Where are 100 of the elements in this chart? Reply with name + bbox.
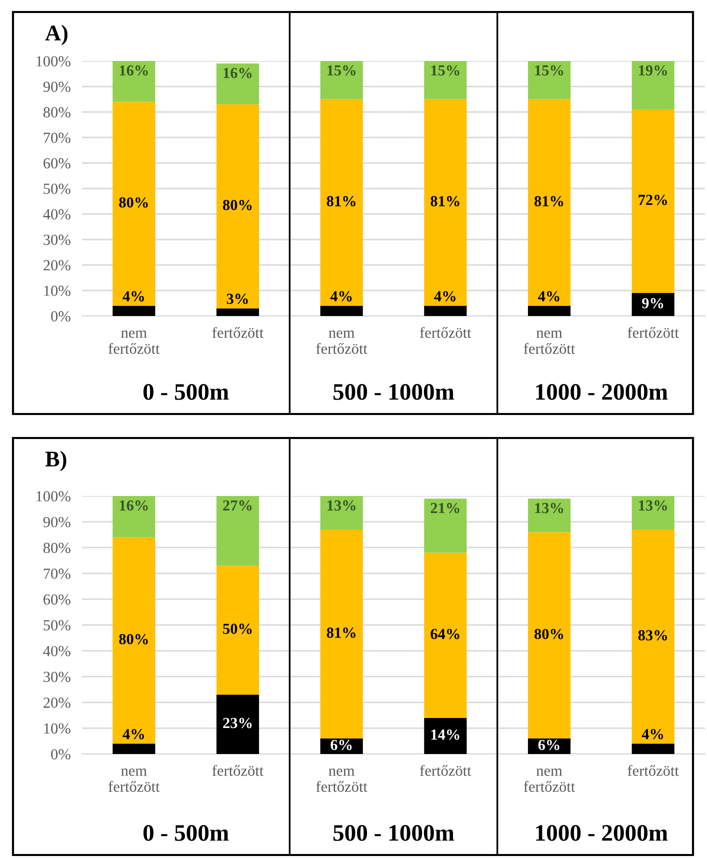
y-tick-label: 50% — [44, 184, 70, 194]
data-label: 23% — [223, 718, 252, 728]
y-tick-label: 70% — [44, 132, 70, 143]
x-tick-label: nem fertőzött — [108, 330, 160, 354]
bar — [528, 532, 571, 739]
data-label: 15% — [328, 65, 356, 76]
x-tick-label: nem fertőzött — [108, 768, 160, 792]
data-label: 16% — [120, 500, 148, 511]
data-label: 6% — [538, 740, 560, 750]
bar — [112, 744, 156, 754]
data-label: 81% — [534, 196, 564, 206]
chart-title: A) — [45, 24, 68, 46]
text: 0 - 500m — [143, 824, 229, 841]
data-label: 80% — [119, 197, 148, 208]
bar — [320, 61, 363, 100]
y-tick-label: 30% — [44, 672, 70, 682]
data-label: 81% — [430, 196, 460, 206]
data-label: 19% — [639, 65, 667, 76]
bar — [632, 109, 674, 294]
data-label: 50% — [223, 624, 252, 634]
y-tick-label: 0% — [51, 311, 70, 322]
text: 500 - 1000m — [333, 824, 454, 841]
data-label: 16% — [224, 68, 252, 78]
bar — [320, 530, 363, 739]
data-label: 6% — [330, 740, 352, 750]
data-label: 15% — [535, 65, 564, 76]
data-label: 13% — [328, 500, 356, 511]
bar — [528, 61, 571, 100]
y-tick-label: 20% — [44, 260, 70, 270]
x-tick-label: fertőzött — [628, 764, 679, 776]
data-label: 13% — [639, 500, 667, 511]
data-label: 15% — [431, 65, 460, 76]
x-tick-label: nem fertőzött — [524, 768, 576, 792]
bar — [112, 496, 156, 538]
y-tick-label: 40% — [43, 209, 70, 220]
y-tick-label: 30% — [44, 234, 70, 245]
chart-title: B) — [45, 450, 66, 472]
bar — [424, 99, 467, 306]
bar — [528, 306, 571, 316]
bar — [528, 99, 571, 306]
bar — [632, 530, 674, 744]
y-tick-label: 100% — [36, 56, 70, 66]
bar — [320, 306, 363, 316]
bar — [424, 498, 467, 553]
data-label: 16% — [120, 65, 148, 76]
x-tick-label: nem fertőzött — [316, 768, 368, 792]
text: 1000 - 2000m — [536, 384, 668, 400]
data-label: 9% — [642, 298, 664, 308]
data-label: 4% — [538, 291, 560, 302]
text: 500 - 1000m — [333, 384, 454, 400]
bar — [112, 102, 156, 306]
text: 1000 - 2000m — [536, 824, 668, 841]
y-tick-label: 60% — [44, 594, 70, 605]
data-label: 83% — [638, 630, 667, 640]
bar — [424, 306, 467, 316]
data-label: 80% — [534, 628, 564, 640]
bar — [320, 99, 363, 306]
data-label: 4% — [122, 728, 144, 740]
y-tick-label: 50% — [44, 620, 70, 630]
bar — [632, 293, 674, 316]
data-label: 80% — [119, 634, 148, 644]
bar — [216, 496, 260, 566]
bar — [632, 61, 674, 110]
data-label: 21% — [430, 502, 460, 514]
y-tick-label: 80% — [43, 542, 70, 554]
bar — [424, 552, 467, 718]
y-tick-label: 10% — [44, 723, 70, 734]
y-tick-label: 10% — [44, 286, 70, 296]
data-label: 81% — [326, 196, 356, 206]
data-label: 13% — [535, 502, 564, 514]
y-tick-label: 70% — [44, 568, 70, 579]
bar — [216, 104, 260, 308]
bar — [112, 61, 156, 102]
data-label: 4% — [330, 291, 352, 302]
x-tick-label: fertőzött — [212, 764, 264, 776]
y-tick-label: 0% — [51, 749, 70, 760]
x-tick-label: fertőzött — [420, 764, 472, 776]
data-label: 14% — [431, 729, 460, 740]
data-label: 81% — [326, 628, 356, 638]
y-tick-label: 60% — [44, 158, 70, 168]
bar — [424, 61, 467, 100]
bar — [216, 566, 260, 695]
y-tick-label: 100% — [36, 491, 70, 502]
y-tick-label: 40% — [43, 646, 70, 656]
bar — [632, 744, 674, 754]
y-tick-label: 90% — [43, 516, 70, 528]
x-tick-label: nem fertőzött — [316, 330, 368, 354]
data-label: 4% — [122, 291, 144, 302]
text: 0 - 500m — [143, 384, 229, 400]
x-tick-label: fertőzött — [628, 326, 679, 338]
y-tick-label: 90% — [43, 82, 70, 92]
bar — [216, 694, 260, 754]
data-label: 80% — [222, 200, 252, 210]
data-label: 3% — [226, 294, 248, 304]
bar — [216, 64, 260, 104]
data-label: 64% — [430, 628, 460, 640]
x-tick-label: fertőzött — [420, 326, 472, 338]
y-tick-label: 20% — [44, 698, 70, 708]
bar — [424, 718, 467, 754]
data-label: 27% — [223, 500, 252, 511]
